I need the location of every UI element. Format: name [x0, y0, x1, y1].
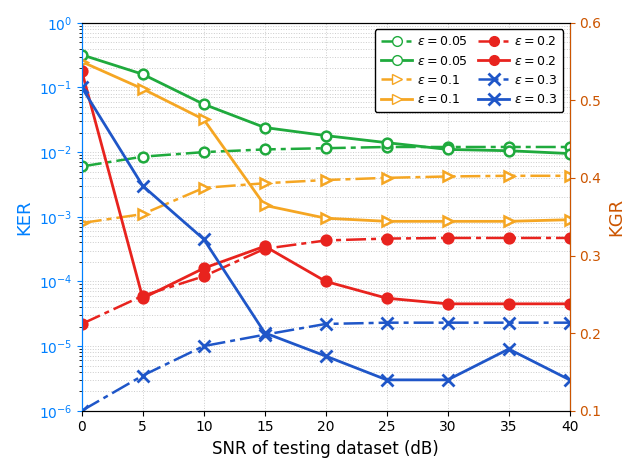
Y-axis label: KGR: KGR: [607, 198, 625, 236]
Legend: $\epsilon = 0.05$, $\epsilon = 0.05$, $\epsilon = 0.1$, $\epsilon = 0.1$, $\epsi: $\epsilon = 0.05$, $\epsilon = 0.05$, $\…: [374, 29, 563, 112]
Y-axis label: KER: KER: [15, 199, 33, 235]
X-axis label: SNR of testing dataset (dB): SNR of testing dataset (dB): [212, 440, 439, 458]
